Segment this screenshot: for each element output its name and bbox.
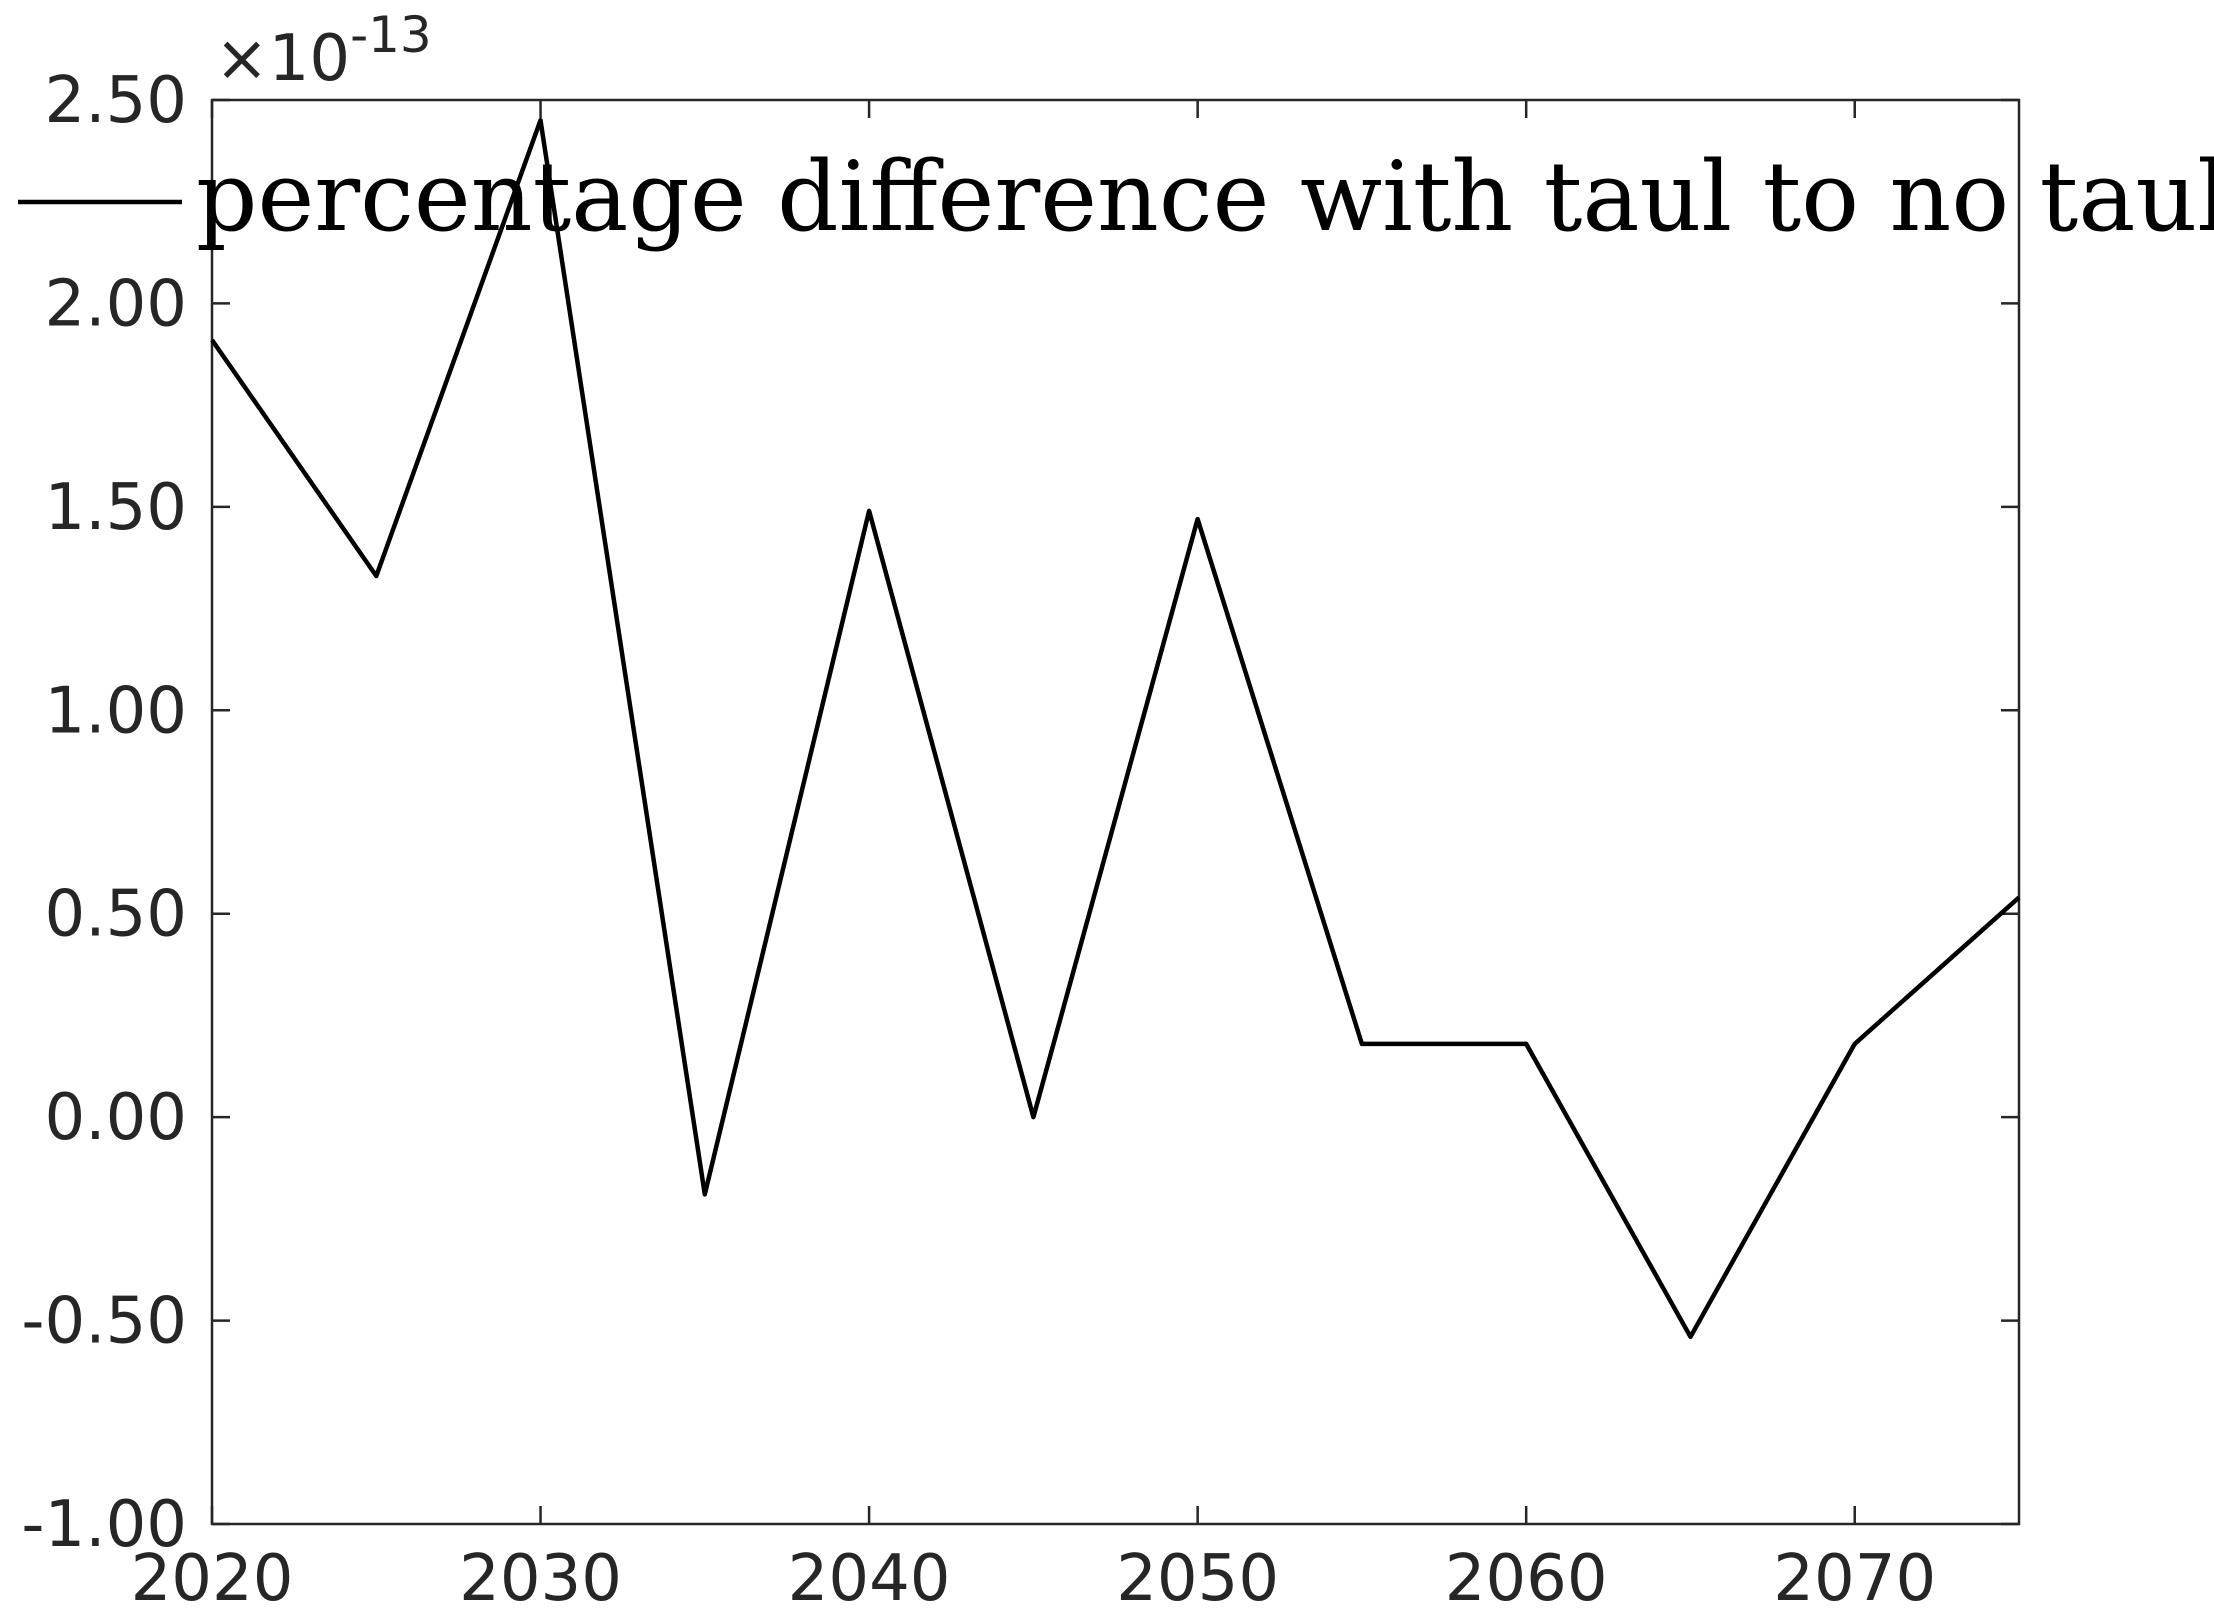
y-tick-label: 1.00 xyxy=(45,674,188,748)
y-tick-label: 2.00 xyxy=(45,267,188,341)
y-tick-label: 0.00 xyxy=(45,1081,188,1155)
y-tick-label: 0.50 xyxy=(45,878,188,952)
axes-box xyxy=(210,98,2021,1526)
y-tick-label: -0.50 xyxy=(21,1285,187,1359)
x-tick-label: 2050 xyxy=(1116,1542,1279,1616)
series-layer xyxy=(210,118,2021,1340)
y-tick-label: 1.50 xyxy=(45,471,188,545)
x-tick-label: 2030 xyxy=(459,1542,622,1616)
x-axis: 2020 2030 2040 2050 2060 2070 xyxy=(131,100,1936,1616)
legend: percentage difference with taul to no ta… xyxy=(18,141,2214,253)
exponent-base: ×10 xyxy=(215,22,350,96)
exponent-power: -13 xyxy=(350,6,432,64)
x-tick-label: 2040 xyxy=(788,1542,951,1616)
x-tick-label: 2060 xyxy=(1445,1542,1608,1616)
y-tick-label: 2.50 xyxy=(45,64,188,138)
y-axis-exponent-label: ×10-13 xyxy=(215,6,432,96)
plot-area xyxy=(210,98,2021,1526)
x-tick-label: 2070 xyxy=(1773,1542,1936,1616)
y-tick-label: -1.00 xyxy=(21,1488,187,1562)
series-line xyxy=(210,118,2021,1340)
x-tick-label: 2020 xyxy=(131,1542,294,1616)
legend-label: percentage difference with taul to no ta… xyxy=(196,141,2214,253)
y-axis: -1.00 -0.50 0.00 0.50 1.00 1.50 2.00 2.50 xyxy=(21,64,2019,1562)
